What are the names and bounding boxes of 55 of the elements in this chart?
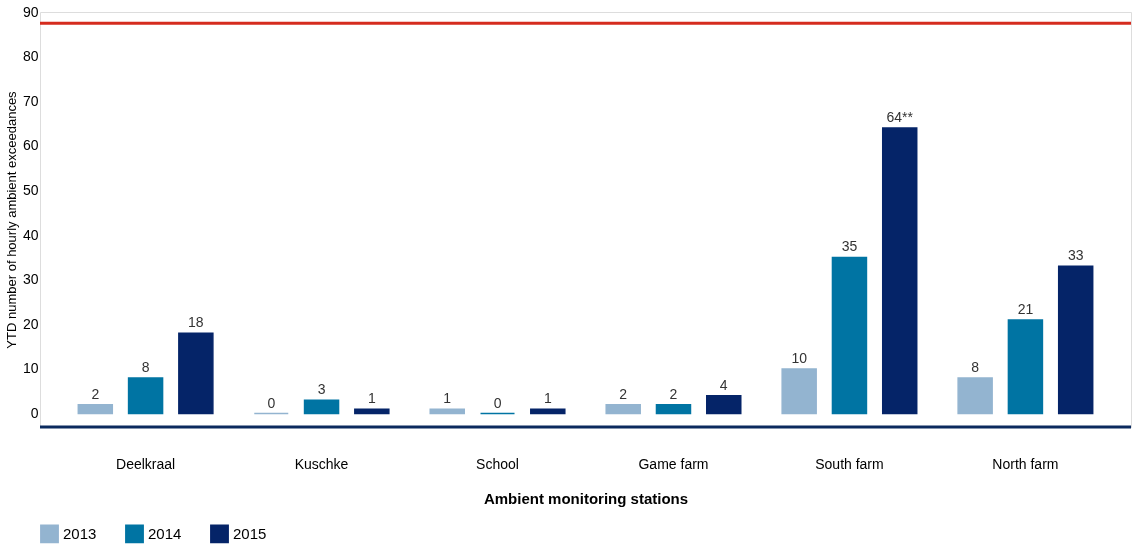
- y-tick-label: 0: [30, 405, 39, 422]
- bar: [1007, 319, 1044, 415]
- x-tick-label: Game farm: [638, 455, 709, 472]
- bar: [957, 377, 993, 415]
- x-tick-label: North farm: [992, 455, 1059, 472]
- data-label: 2: [619, 385, 628, 402]
- bar: [530, 408, 566, 415]
- y-axis-title: YTD number of hourly ambient exceedances: [3, 90, 19, 349]
- y-tick-label: 40: [22, 226, 39, 243]
- x-tick-label: Deelkraal: [116, 455, 176, 472]
- bar: [354, 408, 390, 415]
- legend-label: 2014: [148, 524, 182, 542]
- x-tick-label: South farm: [815, 455, 884, 472]
- data-label: 8: [141, 358, 150, 375]
- data-label: 2: [669, 385, 678, 402]
- bar: [303, 399, 340, 415]
- data-label: 33: [1067, 247, 1084, 264]
- bar: [655, 403, 692, 415]
- bar: [1057, 265, 1094, 415]
- bar: [127, 377, 164, 415]
- bar: [77, 403, 114, 415]
- data-label: 10: [791, 349, 808, 366]
- data-label: 2: [91, 385, 100, 402]
- data-label: 4: [719, 376, 728, 393]
- y-tick-label: 80: [22, 48, 39, 65]
- bar: [781, 368, 817, 415]
- data-label: 1: [543, 390, 552, 407]
- data-label: 1: [367, 390, 376, 407]
- data-label: 18: [188, 314, 204, 331]
- data-label: 0: [267, 394, 276, 411]
- y-tick-label: 30: [22, 271, 39, 288]
- x-tick-label: Kuschke: [294, 455, 349, 472]
- bar: [881, 127, 918, 415]
- legend-label: 2013: [63, 524, 97, 542]
- y-tick-label: 70: [22, 92, 39, 109]
- legend-label: 2015: [233, 524, 267, 542]
- y-tick-label: 90: [22, 3, 39, 20]
- data-label: 0: [493, 394, 502, 411]
- data-label: 21: [1017, 300, 1034, 317]
- bar: [605, 403, 641, 415]
- data-label: 64**: [886, 109, 914, 126]
- data-label: 35: [841, 238, 858, 255]
- x-tick-label: School: [476, 455, 519, 472]
- bar: [706, 395, 742, 415]
- y-tick-label: 20: [22, 315, 39, 332]
- data-label: 3: [317, 381, 326, 398]
- y-tick-label: 60: [22, 137, 39, 154]
- y-tick-label: 10: [22, 360, 39, 377]
- bar: [429, 408, 465, 415]
- bar: [178, 332, 214, 415]
- bar: [831, 256, 868, 415]
- y-tick-label: 50: [22, 181, 39, 198]
- data-label: 8: [971, 358, 980, 375]
- x-axis-title: Ambient monitoring stations: [483, 489, 689, 507]
- data-label: 1: [443, 390, 452, 407]
